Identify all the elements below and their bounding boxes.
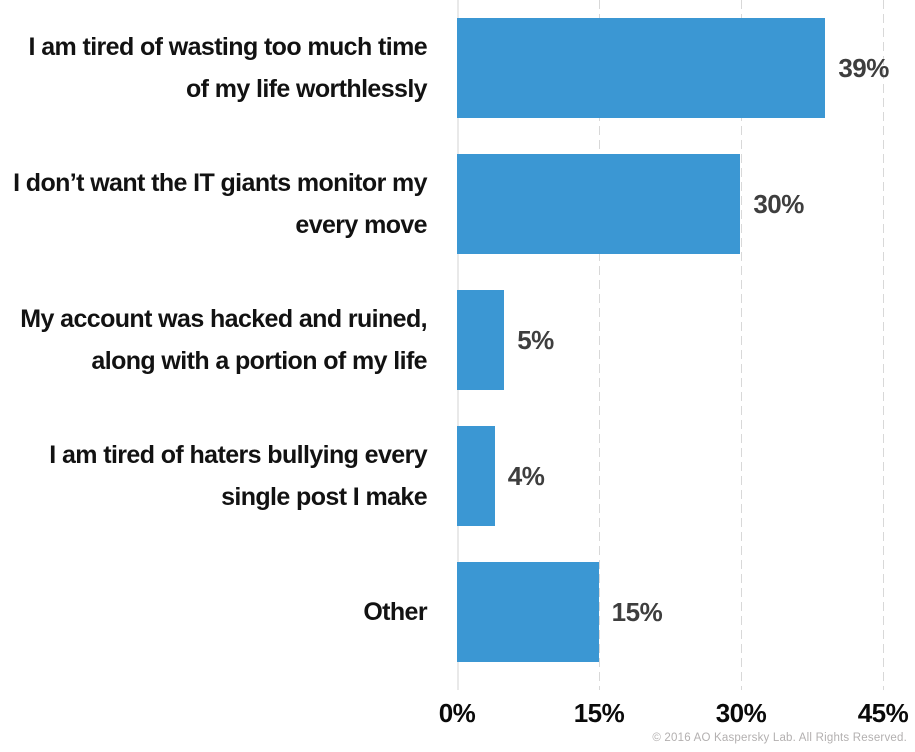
bar-track: 5% [457, 290, 882, 390]
copyright-text: © 2016 AO Kaspersky Lab. All Rights Rese… [652, 732, 907, 744]
bar [457, 426, 495, 526]
bar-track: 15% [457, 562, 882, 662]
bar [457, 154, 741, 254]
value-label: 5% [517, 324, 554, 355]
bar-rows: I am tired of wasting too much time of m… [0, 0, 915, 680]
x-tick: 30% [715, 698, 767, 728]
x-tick: 0% [438, 698, 476, 728]
value-label: 15% [611, 596, 663, 627]
bar [457, 18, 826, 118]
bar-track: 30% [457, 154, 882, 254]
bar-row: I am tired of haters bullying every sing… [0, 408, 915, 544]
category-label: I am tired of haters bullying every sing… [49, 441, 427, 511]
bar [457, 290, 505, 390]
gridline-15pct [598, 0, 600, 690]
bar-row: Other 15% [0, 544, 915, 680]
x-axis: 0% 15% 30% 45% [439, 698, 909, 730]
value-label: 4% [507, 460, 545, 491]
bar-track: 39% [457, 18, 889, 118]
bar-row: I am tired of wasting too much time of m… [0, 0, 915, 136]
category-label: Other [363, 598, 427, 626]
bar-track: 4% [457, 426, 882, 526]
bar-row: I don’t want the IT giants monitor my ev… [0, 136, 915, 272]
value-label: 39% [838, 52, 889, 83]
gridline-30pct [741, 0, 742, 690]
category-label: I don’t want the IT giants monitor my ev… [13, 169, 428, 239]
bar-row: My account was hacked and ruined, along … [0, 272, 915, 408]
category-label: My account was hacked and ruined, along … [20, 305, 427, 375]
x-tick: 45% [857, 698, 909, 728]
value-label: 30% [753, 188, 804, 219]
gridline-45pct [883, 0, 884, 690]
category-label: I am tired of wasting too much time of m… [28, 33, 428, 103]
x-tick: 15% [573, 698, 625, 728]
bar [457, 562, 599, 662]
